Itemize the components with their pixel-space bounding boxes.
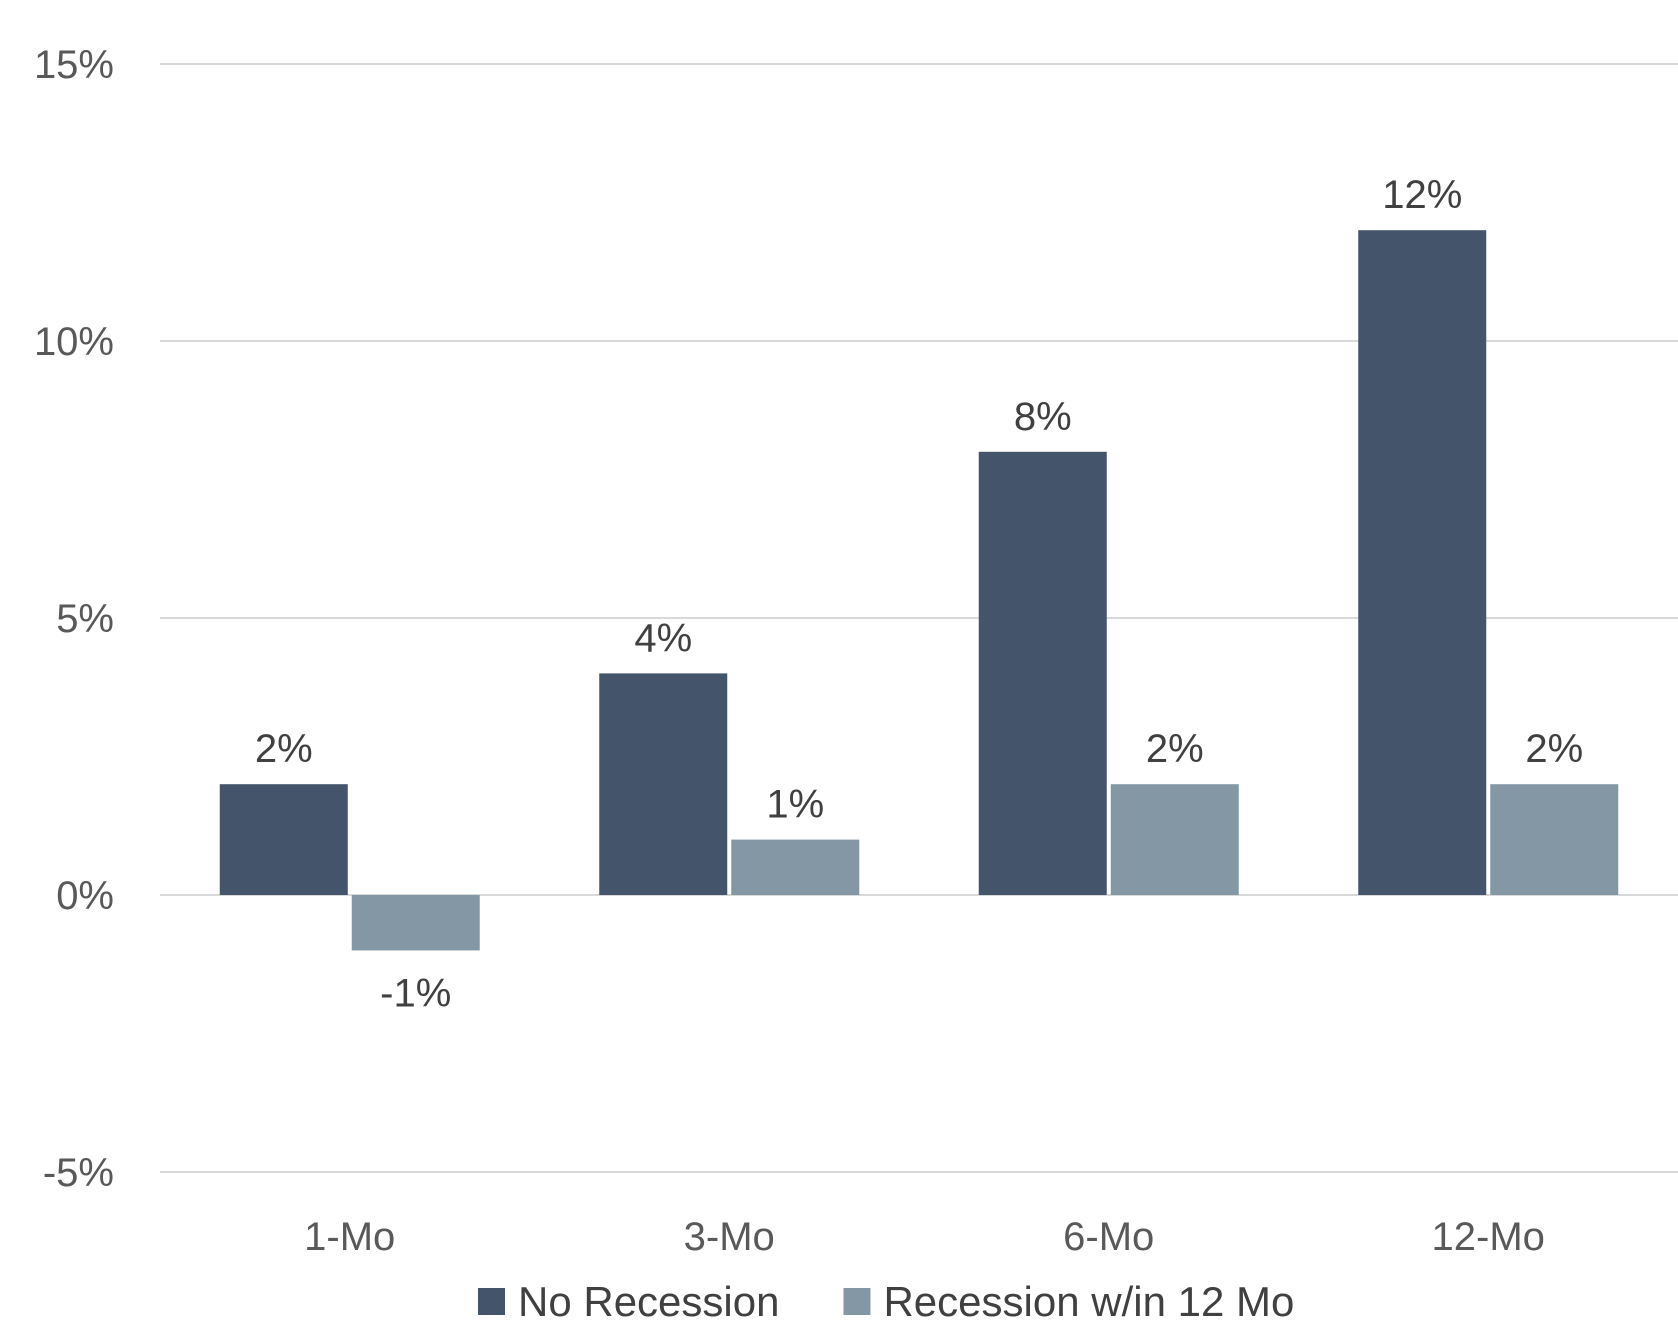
legend-swatch [843,1288,871,1315]
y-tick-label: 15% [34,43,114,87]
x-axis: 1-Mo 3-Mo 6-Mo 12-Mo [304,1215,1545,1259]
bars [219,230,1619,951]
data-label: 2% [255,727,313,771]
x-tick-label: 3-Mo [684,1215,775,1259]
y-tick-label: -5% [43,1151,114,1195]
data-label: 1% [766,783,824,827]
data-labels: 2% -1% 4% 1% 8% 2% 12% 2% [255,173,1583,1015]
data-label: 2% [1146,727,1204,771]
legend: No Recession Recession w/in 12 Mo [478,1278,1294,1325]
y-tick-label: 0% [56,874,114,918]
data-label: -1% [380,971,451,1015]
x-tick-label: 12-Mo [1432,1215,1545,1259]
y-axis: -5% 0% 5% 10% 15% [34,43,114,1195]
data-label: 12% [1382,173,1462,217]
legend-label: Recession w/in 12 Mo [883,1278,1294,1325]
legend-swatch [478,1288,505,1315]
bar-no-recession-3-mo [599,673,728,895]
data-label: 4% [634,616,692,660]
bar-recession-6-mo [1110,784,1239,895]
data-label: 2% [1525,727,1583,771]
bar-no-recession-12-mo [1358,230,1487,895]
y-tick-label: 5% [56,597,114,641]
y-tick-label: 10% [34,320,114,364]
legend-label: No Recession [518,1278,779,1325]
x-tick-label: 1-Mo [304,1215,395,1259]
bar-recession-1-mo [351,895,480,951]
x-tick-label: 6-Mo [1063,1215,1154,1259]
bar-recession-12-mo [1490,784,1619,895]
data-label: 8% [1014,395,1072,439]
bar-no-recession-6-mo [978,451,1107,895]
bar-no-recession-1-mo [219,784,348,895]
bar-recession-3-mo [731,839,860,895]
